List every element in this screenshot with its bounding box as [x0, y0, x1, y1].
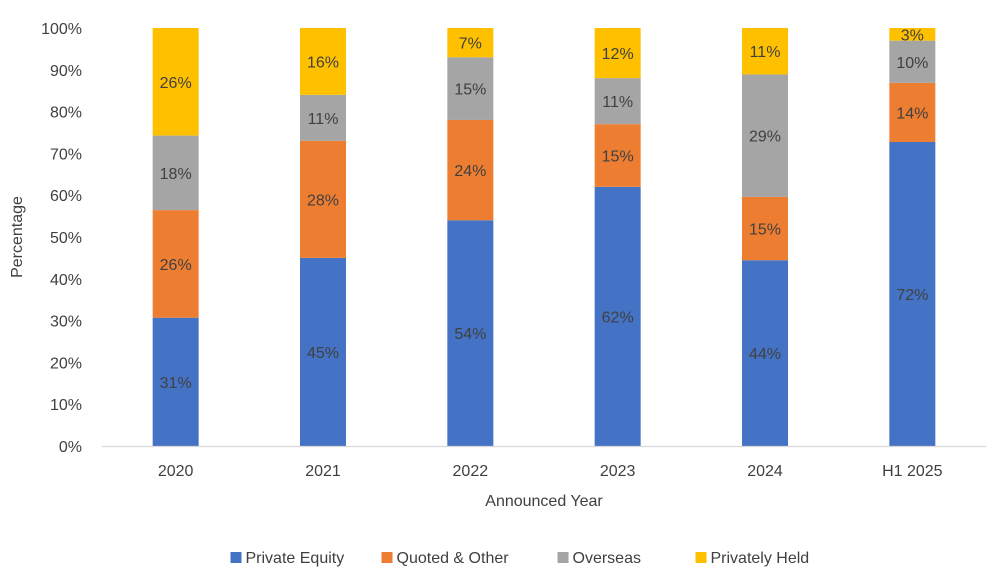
- legend-swatch: [381, 552, 393, 563]
- bar-segment: [889, 82, 936, 142]
- data-label: 7%: [459, 36, 482, 53]
- legend-swatch: [230, 552, 242, 563]
- data-label: 29%: [749, 129, 781, 146]
- bar-segment: [594, 28, 641, 79]
- data-label: 11%: [602, 94, 633, 111]
- data-label: 15%: [749, 222, 781, 239]
- data-label: 18%: [160, 166, 192, 183]
- legend-label: Quoted & Other: [397, 550, 510, 567]
- legend-swatch: [695, 552, 707, 563]
- legend-label: Private Equity: [246, 550, 345, 567]
- bar-segment: [300, 94, 346, 141]
- x-tick-label: 2021: [305, 463, 341, 480]
- legend-label: Overseas: [573, 550, 641, 567]
- data-label: 28%: [307, 192, 339, 209]
- data-label: 26%: [160, 257, 192, 274]
- y-tick-label: 10%: [50, 397, 82, 414]
- bar-segment: [889, 28, 936, 41]
- bar-area: 31% 26% 18% 26% 45% 28% 11% 16% 54% 24% 15% 7% 62% 15…: [152, 27, 936, 446]
- x-tick-label: 2020: [158, 463, 194, 480]
- bar-segment: [152, 317, 199, 446]
- data-label: 72%: [896, 287, 928, 304]
- data-label: 15%: [602, 148, 634, 165]
- y-tick-label: 20%: [50, 355, 82, 372]
- bar-stack: 72% 14% 10% 3%: [889, 27, 936, 446]
- data-label: 62%: [602, 309, 634, 326]
- data-label: 16%: [307, 54, 339, 71]
- bar-segment: [594, 78, 641, 125]
- data-label: 11%: [308, 111, 339, 128]
- legend-item: Private Equity: [230, 550, 345, 567]
- y-tick-label: 40%: [50, 272, 82, 289]
- y-tick-label: 70%: [50, 146, 82, 163]
- data-label: 26%: [160, 75, 192, 92]
- bar-segment: [300, 257, 346, 446]
- data-label: 31%: [160, 375, 192, 392]
- data-label: 14%: [896, 105, 928, 122]
- bar-segment: [447, 220, 494, 446]
- bar-segment: [152, 28, 199, 136]
- y-tick-label: 80%: [50, 105, 82, 122]
- legend-item: Privately Held: [695, 550, 810, 567]
- bar-segment: [742, 28, 788, 75]
- y-tick-label: 30%: [50, 314, 82, 331]
- legend-item: Quoted & Other: [381, 550, 510, 567]
- data-label: 54%: [454, 326, 486, 343]
- bar-segment: [447, 119, 494, 221]
- bar-segment: [152, 135, 199, 211]
- bar-stack: 54% 24% 15% 7%: [447, 28, 494, 446]
- data-label: 11%: [750, 44, 781, 61]
- legend-label: Privately Held: [711, 550, 810, 567]
- y-tick-label: 100%: [41, 21, 82, 38]
- bar-stack: 31% 26% 18% 26%: [152, 28, 199, 446]
- bar-segment: [152, 210, 199, 318]
- bar-segment: [889, 40, 936, 83]
- y-tick-label: 60%: [50, 188, 82, 205]
- data-label: 12%: [602, 46, 634, 63]
- bar-segment: [594, 186, 641, 446]
- y-axis-ticks: 0% 10% 20% 30% 40% 50% 60% 70% 80% 90% 100%: [41, 21, 82, 456]
- y-tick-label: 90%: [50, 63, 82, 80]
- data-label: 44%: [749, 346, 781, 363]
- bar-segment: [300, 140, 346, 258]
- bar-stack: 62% 15% 11% 12%: [594, 28, 641, 446]
- x-tick-label: 2023: [600, 463, 636, 480]
- x-tick-label: 2024: [747, 463, 783, 480]
- data-label: 45%: [307, 345, 339, 362]
- x-tick-label: H1 2025: [882, 463, 943, 480]
- legend-item: Overseas: [557, 550, 641, 567]
- y-tick-label: 50%: [50, 230, 82, 247]
- bar-segment: [742, 74, 788, 197]
- bar-segment: [742, 196, 788, 261]
- legend-swatch: [557, 552, 569, 563]
- x-axis-ticks: 2020 2021 2022 2023 2024 H1 2025: [158, 463, 943, 480]
- bar-segment: [300, 28, 346, 95]
- y-tick-label: 0%: [59, 439, 82, 456]
- bar-stack: 45% 28% 11% 16%: [300, 28, 346, 446]
- bar-segment: [889, 142, 936, 446]
- x-axis-title: Announced Year: [485, 493, 603, 510]
- bar-segment: [447, 57, 494, 120]
- bar-segment: [447, 28, 494, 58]
- data-label: 3%: [901, 27, 924, 44]
- bar-stack: 44% 15% 29% 11%: [742, 28, 788, 446]
- bar-segment: [742, 260, 788, 446]
- x-tick-label: 2022: [453, 463, 489, 480]
- legend: Private Equity Quoted & Other Overseas Priv…: [230, 550, 810, 567]
- bar-segment: [594, 124, 641, 187]
- y-axis-title: Percentage: [9, 196, 26, 278]
- data-label: 15%: [454, 82, 486, 99]
- data-label: 24%: [454, 163, 486, 180]
- data-label: 10%: [896, 55, 928, 72]
